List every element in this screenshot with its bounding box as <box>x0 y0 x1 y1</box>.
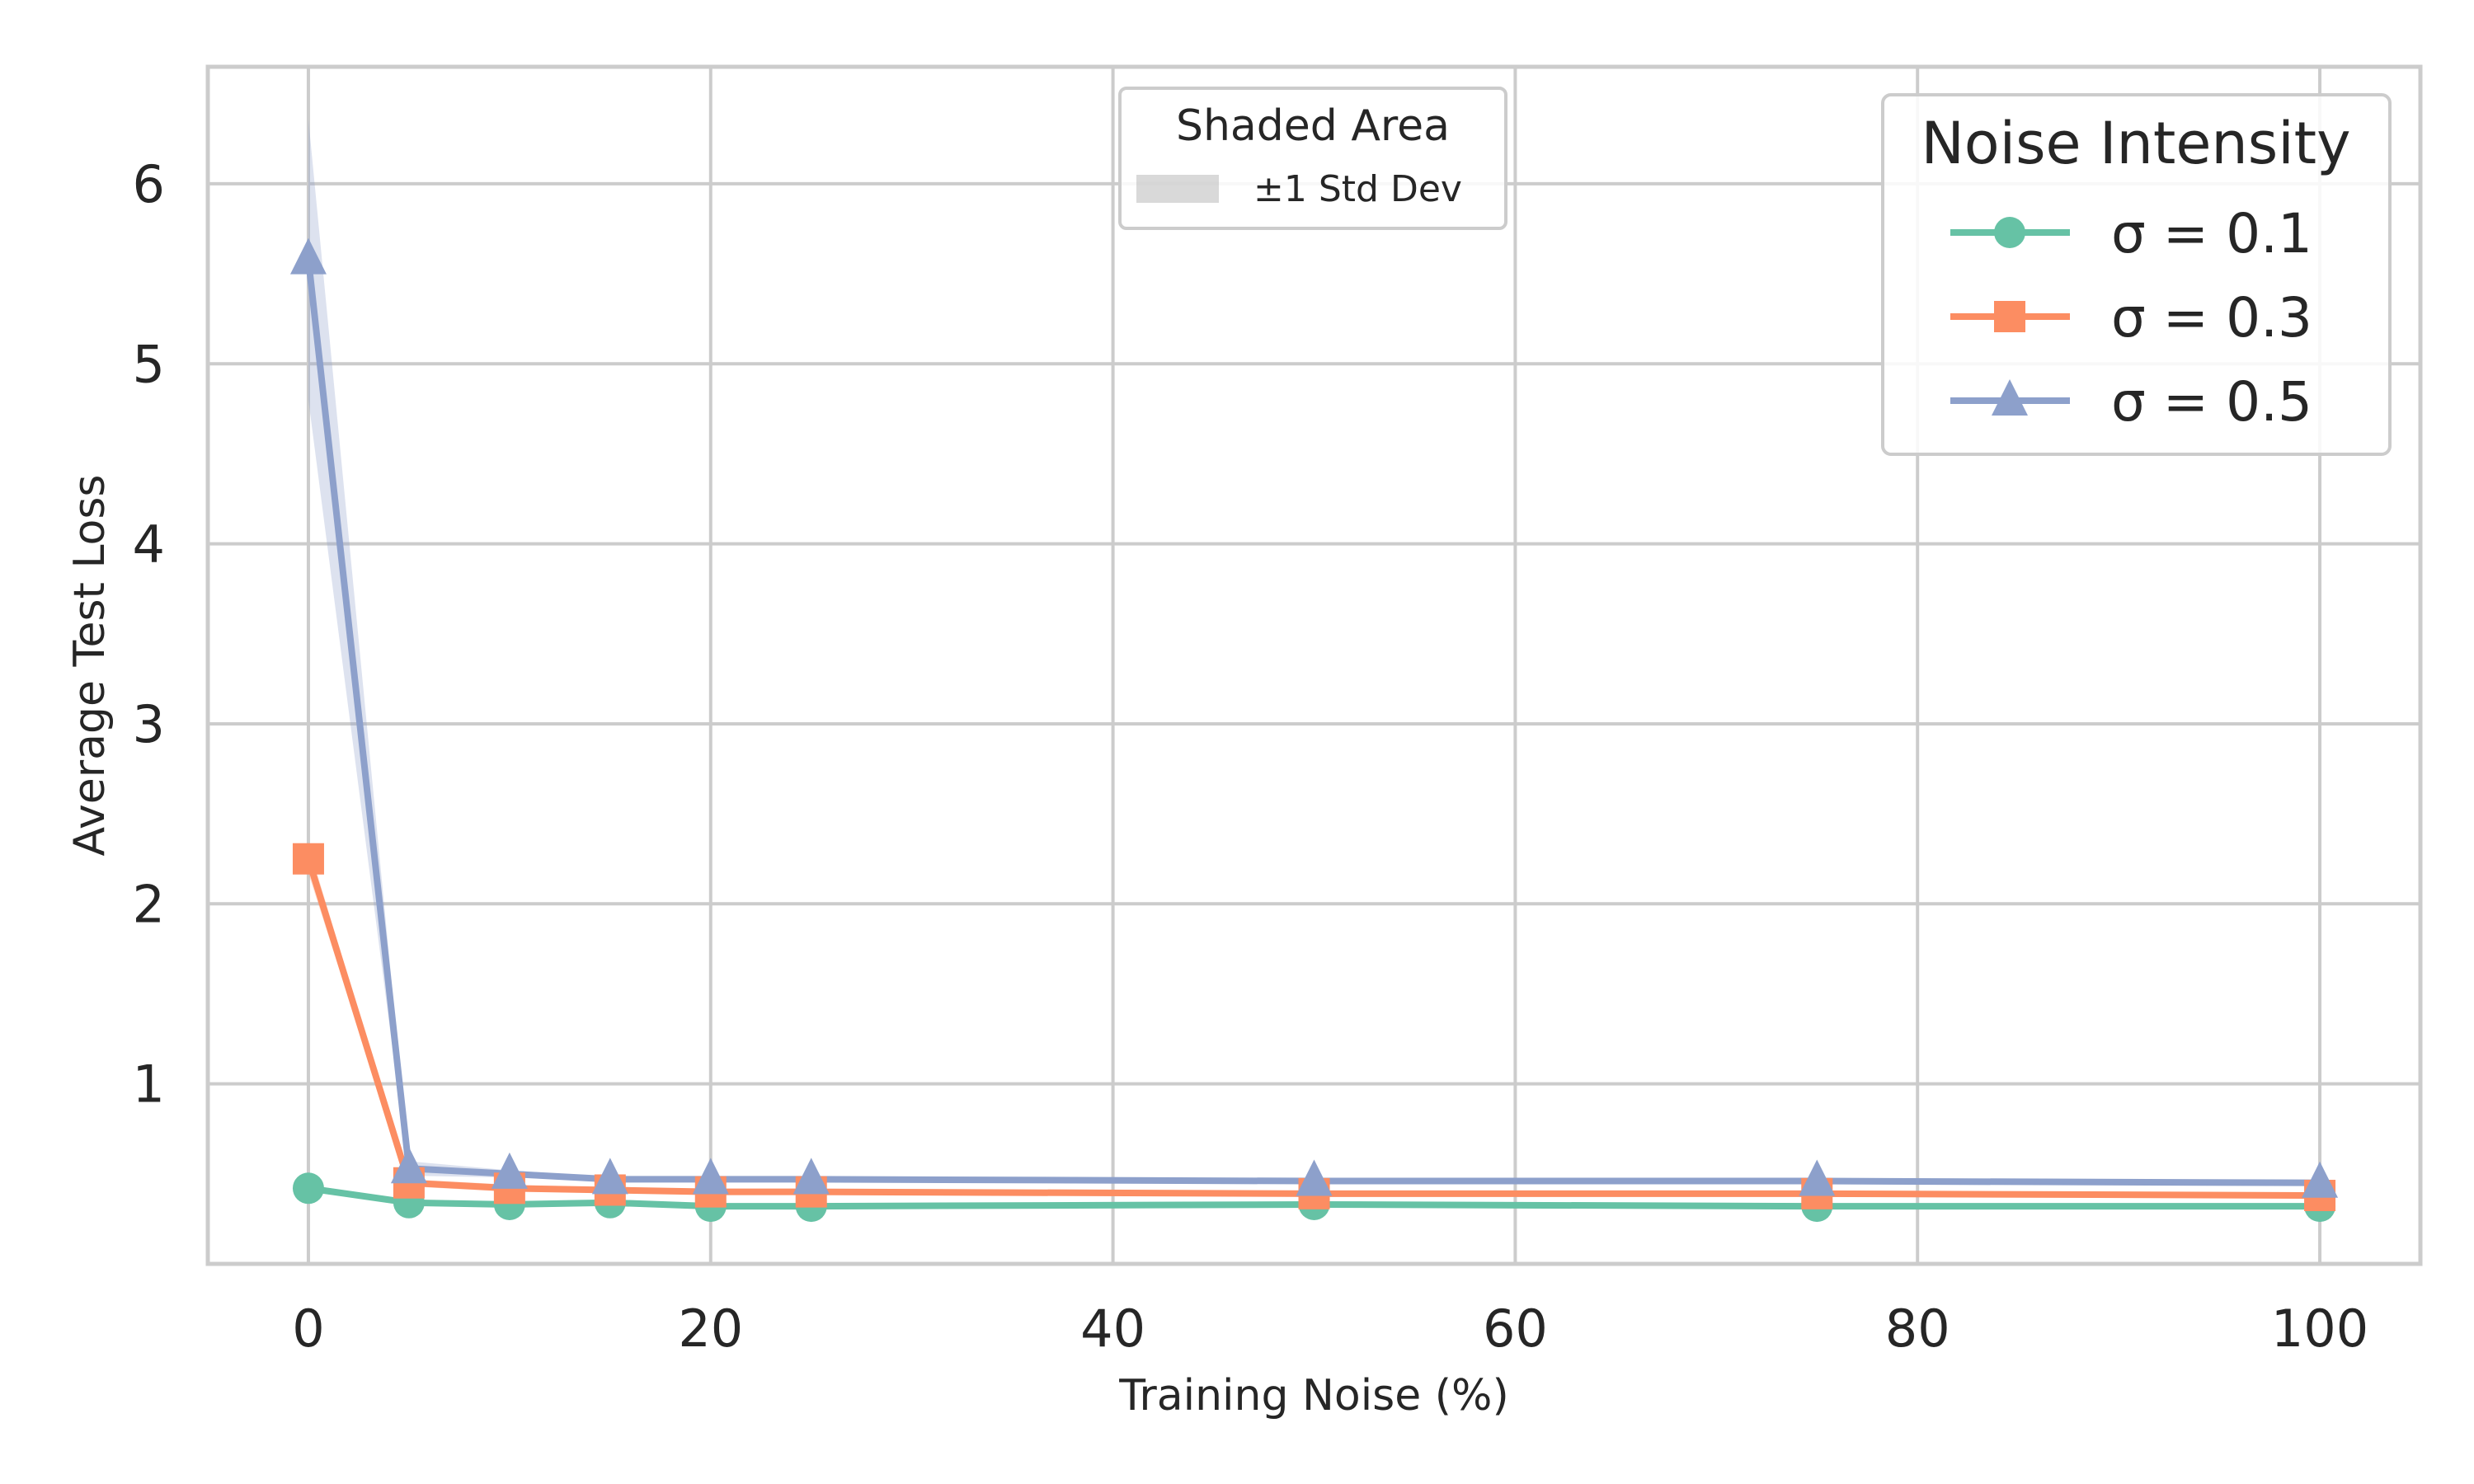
x-tick-label: 20 <box>678 1298 743 1359</box>
data-point <box>1296 1159 1333 1196</box>
legend-title: Noise Intensity <box>1921 110 2350 177</box>
series-markers <box>289 237 2339 1223</box>
data-point <box>1799 1159 1836 1196</box>
x-tick-labels: 0 20 40 60 80 100 <box>292 1298 2368 1359</box>
data-point <box>390 1147 427 1184</box>
legend-label: σ = 0.3 <box>2111 286 2312 350</box>
y-axis-label: Average Test Loss <box>65 474 115 856</box>
x-tick-label: 60 <box>1483 1298 1548 1359</box>
std-band <box>308 844 2321 1198</box>
shade-legend-label: ±1 Std Dev <box>1253 168 1462 210</box>
shade-legend: Shaded Area ±1 Std Dev <box>1118 87 1507 230</box>
legend-label: σ = 0.5 <box>2111 370 2312 434</box>
data-point <box>591 1158 628 1195</box>
legend-marker <box>1994 217 2025 248</box>
y-tick-label: 5 <box>133 334 165 394</box>
plot-frame <box>205 64 2423 1266</box>
legend-items: σ = 0.1 σ = 0.3 σ = 0.5 <box>1950 202 2312 434</box>
data-point <box>289 237 327 275</box>
data-point <box>692 1158 729 1195</box>
series-line <box>305 857 2321 1200</box>
data-point <box>292 1172 324 1205</box>
data-point <box>292 843 324 875</box>
legend-marker <box>1992 379 2028 416</box>
shade-legend-title: Shaded Area <box>1176 101 1450 151</box>
y-tick-label: 3 <box>133 694 165 754</box>
y-tick-label: 6 <box>133 154 165 214</box>
y-tick-label: 2 <box>133 874 165 934</box>
data-point <box>793 1158 830 1195</box>
data-point <box>491 1152 528 1189</box>
x-tick-label: 0 <box>292 1298 324 1359</box>
legend: Noise Intensity σ = 0.1 σ = 0.3 σ = 0.5 <box>1881 93 2392 456</box>
legend-box <box>1881 93 2392 456</box>
x-tick-label: 80 <box>1885 1298 1950 1359</box>
legend-marker <box>1994 301 2025 332</box>
y-tick-label: 4 <box>133 514 165 575</box>
data-point <box>2302 1161 2339 1198</box>
legend-label: σ = 0.1 <box>2111 202 2312 265</box>
y-tick-label: 1 <box>133 1054 165 1115</box>
x-tick-label: 40 <box>1080 1298 1145 1359</box>
x-tick-label: 100 <box>2271 1298 2368 1359</box>
y-tick-labels: 1 2 3 4 5 6 <box>133 154 165 1115</box>
x-axis-label: Training Noise (%) <box>1118 1371 1508 1421</box>
shade-legend-swatch <box>1136 175 1219 203</box>
